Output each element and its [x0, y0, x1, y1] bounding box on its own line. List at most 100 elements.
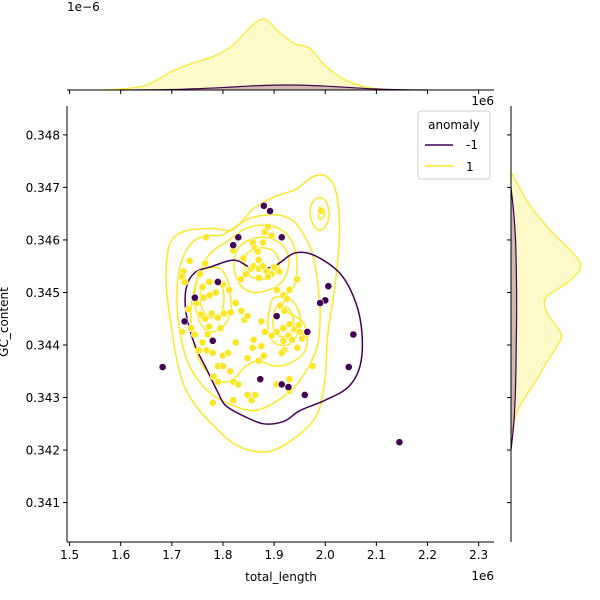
scatter-point-anomaly [272, 312, 281, 321]
scatter-point-normal [288, 335, 296, 344]
scatter-point-normal [243, 354, 252, 363]
scatter-point-normal [285, 375, 294, 384]
scatter-point-normal [279, 336, 288, 345]
top-marginal-line-anomaly [120, 84, 428, 91]
scatter-point-normal [257, 317, 266, 326]
scatter-point-normal [203, 330, 212, 339]
right-marginal-line-normal [510, 171, 582, 435]
scatter-point-normal [267, 331, 276, 340]
y-tick-labels: 0.341 0.342 0.343 0.344 0.345 0.346 0.347 0.348 [26, 128, 511, 510]
scatter-point-normal [254, 256, 263, 264]
scatter-point-normal [199, 293, 208, 302]
scatter-point-normal [248, 343, 257, 352]
scatter-point-normal [277, 348, 286, 357]
scatter-point-normal [279, 324, 288, 333]
scatter-point-normal [229, 396, 238, 405]
kde-contour-normal-1 [176, 213, 321, 412]
scatter-point-normal [276, 301, 285, 310]
scatter-point-normal [308, 362, 317, 370]
scatter-point-anomaly [349, 330, 358, 339]
legend-label-anomaly-pos1: 1 [466, 160, 474, 174]
x-tick-label: 1.8 [213, 548, 232, 562]
scatter-point-normal [231, 299, 240, 307]
kde-contour-anomaly-0 [184, 251, 364, 425]
scatter-point-normal [282, 294, 291, 303]
scatter-point-normal [184, 305, 193, 314]
scatter-point-normal [205, 322, 214, 331]
right-marginal-line-anomaly [510, 187, 518, 451]
scatter-point-normal [201, 314, 209, 323]
legend-frame [417, 110, 491, 180]
scatter-point-anomaly [234, 233, 243, 242]
scatter-point-normal [259, 351, 268, 360]
scatter-point-normal [202, 233, 210, 242]
scatter-point-anomaly [158, 363, 167, 371]
x-tick-label: 1.5 [60, 548, 79, 562]
scatter-point-normal [219, 362, 227, 370]
scatter-point-normal [260, 327, 269, 336]
legend: anomaly -1 1 [417, 110, 491, 180]
scatter-point-normal [243, 312, 252, 321]
scatter-point-anomaly [208, 336, 217, 345]
y-tick-label: 0.344 [26, 339, 60, 353]
y-tick-label: 0.345 [26, 286, 60, 300]
scatter-point-normal [209, 372, 218, 381]
scatter-point-normal [234, 380, 243, 389]
scatter-point-anomaly [256, 375, 265, 384]
y-tick-label: 0.343 [26, 391, 60, 405]
scatter-point-normal [180, 278, 189, 286]
scatter-point-anomaly [300, 391, 309, 399]
scatter-point-normal [224, 348, 232, 357]
x-tick-label: 1.7 [162, 548, 181, 562]
scatter-point-normal [294, 321, 303, 329]
scatter-point-normal [178, 327, 186, 336]
scatter-point-normal [185, 257, 194, 265]
scatter-point-normal [285, 320, 294, 328]
scatter-point-normal [216, 324, 225, 333]
scatter-point-anomaly [344, 363, 353, 371]
y-tick-label: 0.346 [26, 233, 60, 247]
scatter-point-normal [213, 377, 222, 386]
scatter-point-normal [237, 306, 246, 315]
scatter-point-normal [196, 270, 204, 278]
scatter-point-anomaly [190, 293, 199, 302]
scatter-point-normal [225, 285, 234, 294]
kde-contour-normal-2 [190, 224, 309, 383]
scatter-point-normal [198, 283, 207, 292]
scatter-point-normal [258, 238, 267, 247]
scatter-point-normal [231, 338, 240, 347]
scatter-point-anomaly [180, 317, 189, 326]
scatter-point-normal [257, 342, 266, 350]
kde-contour-normal-7 [267, 296, 302, 347]
scatter-point-normal [201, 259, 209, 268]
scatter-point-anomaly [324, 282, 333, 291]
x-axis-label: total_length [245, 570, 317, 584]
scatter-point-normal [280, 306, 289, 315]
scatter-point-anomaly [316, 299, 325, 307]
scatter-point-normal [254, 273, 263, 282]
scatter-point-normal [236, 275, 245, 284]
scatter-point-anomaly [284, 383, 293, 391]
scatter-point-normal [275, 267, 284, 276]
x-offset-label: 1e6 [471, 569, 494, 583]
scatter-point-normal [195, 346, 203, 355]
scatter-point-normal [190, 330, 199, 339]
scatter-point-normal [249, 335, 258, 344]
scatter-point-normal [220, 309, 228, 318]
kde-contour-normal-0 [165, 174, 341, 453]
scatter-point-normal [198, 338, 207, 347]
scatter-point-normal [208, 348, 217, 357]
y-tick-label: 0.347 [26, 181, 60, 195]
scatter-point-anomaly [303, 327, 312, 336]
x-tick-label: 1.9 [265, 548, 284, 562]
top-marginal-fill-normal [100, 18, 408, 91]
main-plot-area [158, 174, 404, 453]
y-tick-label: 0.341 [26, 496, 60, 510]
y-tick-label: 0.348 [26, 128, 60, 142]
right-marginal-fill-normal [511, 171, 582, 435]
scatter-point-anomaly [277, 380, 286, 389]
scatter-point-normal [264, 272, 272, 281]
x-tick-label: 2.2 [418, 548, 437, 562]
scatter-point-anomaly [259, 201, 268, 210]
